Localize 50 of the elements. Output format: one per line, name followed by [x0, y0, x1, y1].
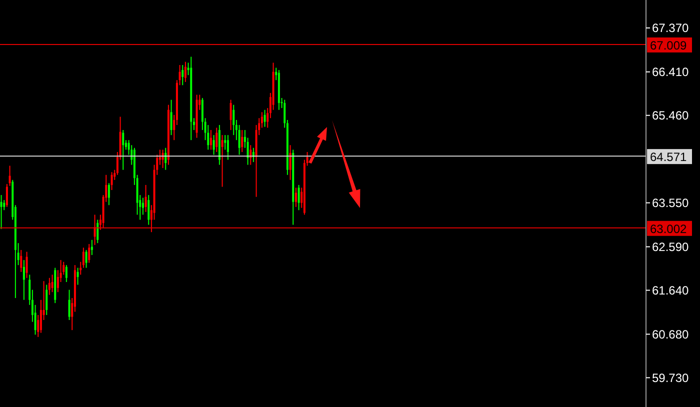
y-tick-label: 62.590: [652, 240, 690, 254]
ref-line-label: 67.009: [650, 38, 688, 52]
candlestick: [241, 130, 244, 152]
candlestick: [6, 184, 8, 208]
candlestick: [8, 165, 11, 186]
candlestick: [226, 134, 229, 160]
candlestick: [264, 109, 266, 128]
candlestick: [230, 99, 232, 131]
candlestick: [108, 182, 110, 206]
candlestick: [250, 144, 252, 166]
candlestick: [20, 249, 22, 272]
candlestick: [46, 284, 48, 316]
candlestick: [298, 184, 300, 211]
candlestick: [232, 104, 235, 136]
candlestick: [76, 267, 79, 286]
candlestick: [212, 134, 215, 156]
candlestick: [210, 130, 212, 150]
candlestick: [182, 64, 184, 86]
y-tick-label: 59.730: [652, 370, 690, 385]
y-tick-label: 61.640: [652, 284, 690, 298]
candlestick: [88, 244, 90, 264]
candlestick: [110, 172, 113, 190]
candlestick: [294, 187, 297, 208]
candlestick: [51, 274, 54, 293]
y-tick-label: 67.370: [652, 21, 690, 36]
candlestick: [22, 260, 25, 300]
candlestick: [170, 99, 172, 136]
y-tick-label: 63.550: [652, 196, 690, 210]
candlestick: [48, 277, 50, 296]
candlestick: [224, 134, 226, 150]
ref-line-label: 63.002: [650, 222, 688, 236]
candlestick: [122, 130, 124, 170]
candlestick: [184, 61, 186, 82]
candlestick: [289, 144, 292, 180]
candlestick: [221, 134, 224, 188]
ref-line-label: 64.571: [650, 150, 688, 164]
candlestick: [26, 251, 28, 278]
candlestick: [238, 124, 240, 156]
candlestick: [65, 264, 68, 283]
candlestick: [144, 184, 147, 212]
candlestick: [68, 289, 70, 321]
candlestick: [90, 239, 93, 256]
candlestick: [96, 219, 99, 244]
candlestick: [0, 194, 2, 230]
y-tick-label: 66.410: [652, 65, 690, 80]
candlestick: [85, 249, 88, 268]
candlestick: [148, 194, 150, 226]
candlestick: [216, 127, 218, 152]
y-tick-label: 60.680: [652, 327, 690, 342]
y-tick-label: 65.460: [652, 108, 690, 123]
